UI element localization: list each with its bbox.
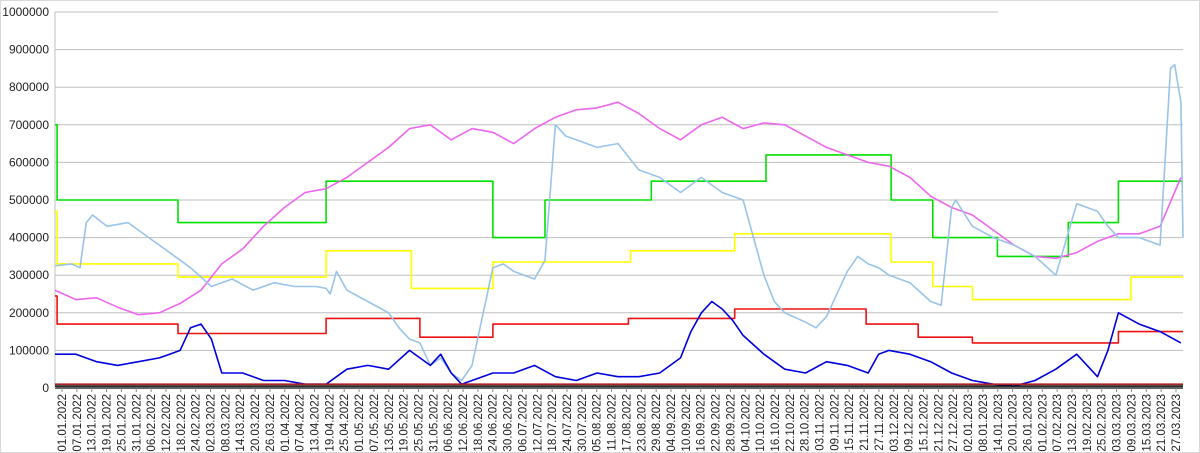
x-tick-label: 07.04.2022 (295, 394, 307, 452)
x-tick-label: 08.03.2022 (220, 394, 232, 452)
x-tick-label: 15.03.2023 (1141, 394, 1153, 452)
x-tick-label: 24.02.2022 (191, 394, 203, 452)
x-tick-label: 15.11.2022 (844, 394, 856, 451)
x-tick-label: 01.05.2022 (354, 394, 366, 452)
x-tick-label: 12.02.2022 (161, 394, 173, 452)
x-tick-label: 10.10.2022 (755, 394, 767, 452)
x-tick-label: 22.10.2022 (785, 394, 797, 452)
x-tick-label: 31.01.2022 (131, 394, 143, 452)
x-tick-label: 24.07.2022 (562, 394, 574, 452)
x-tick-label: 27.12.2022 (948, 394, 960, 452)
x-tick-label: 03.11.2022 (815, 394, 827, 451)
x-tick-label: 16.09.2022 (696, 394, 708, 452)
x-tick-label: 02.01.2023 (963, 394, 975, 452)
x-tick-label: 01.02.2023 (1037, 394, 1049, 452)
x-tick-label: 14.01.2023 (993, 394, 1005, 452)
y-tick-label: 900000 (9, 43, 49, 57)
x-tick-label: 23.08.2022 (636, 394, 648, 452)
series-line-3 (54, 101, 1182, 316)
x-tick-label: 13.04.2022 (310, 394, 322, 452)
x-tick-label: 27.11.2022 (874, 394, 886, 451)
x-tick-label: 25.01.2022 (116, 394, 128, 452)
x-tick-label: 13.02.2023 (1067, 394, 1079, 452)
x-tick-label: 27.03.2023 (1171, 394, 1183, 452)
x-tick-label: 28.10.2022 (800, 394, 812, 452)
x-tick-label: 20.03.2022 (250, 394, 262, 452)
series-line-2 (55, 295, 1183, 344)
x-tick-label: 26.03.2022 (265, 394, 277, 452)
x-tick-label: 04.10.2022 (740, 394, 752, 452)
x-tick-label: 28.09.2022 (725, 394, 737, 452)
y-tick-label: 800000 (9, 80, 49, 94)
x-tick-label: 12.07.2022 (532, 394, 544, 452)
y-tick-label: 300000 (9, 268, 49, 282)
y-tick-label: 1000000 (2, 5, 49, 19)
x-tick-label: 12.06.2022 (458, 394, 470, 452)
x-tick-label: 16.10.2022 (770, 394, 782, 452)
x-tick-label: 31.05.2022 (428, 394, 440, 452)
x-tick-label: 18.02.2022 (176, 394, 188, 452)
x-tick-label: 26.01.2023 (1022, 394, 1034, 452)
x-tick-label: 21.03.2023 (1156, 394, 1168, 452)
y-tick-label: 700000 (9, 118, 49, 132)
x-tick-label: 21.11.2022 (859, 394, 871, 451)
x-tick-label: 25.05.2022 (413, 394, 425, 452)
x-tick-label: 11.08.2022 (607, 394, 619, 451)
x-tick-label: 25.04.2022 (339, 394, 351, 452)
x-tick-label: 04.09.2022 (666, 394, 678, 452)
y-tick-label: 0 (42, 381, 49, 395)
x-tick-label: 19.04.2022 (324, 394, 336, 452)
x-tick-label: 06.07.2022 (517, 394, 529, 452)
x-tick-label: 05.08.2022 (592, 394, 604, 452)
x-tick-label: 01.01.2022 (57, 394, 69, 452)
x-tick-label: 29.08.2022 (651, 394, 663, 452)
y-tick-label: 100000 (9, 343, 49, 357)
x-tick-label: 18.07.2022 (547, 394, 559, 452)
y-tick-label: 400000 (9, 231, 49, 245)
series-line-5 (55, 300, 1182, 387)
y-tick-label: 500000 (9, 193, 49, 207)
x-tick-label: 07.01.2022 (72, 394, 84, 452)
x-tick-label: 08.01.2023 (978, 394, 990, 452)
x-tick-label: 15.12.2022 (918, 394, 930, 452)
x-tick-label: 14.03.2022 (235, 394, 247, 452)
x-tick-label: 09.11.2022 (829, 394, 841, 451)
x-tick-label: 03.03.2023 (1112, 394, 1124, 452)
x-tick-label: 19.01.2022 (102, 394, 114, 452)
x-tick-label: 07.05.2022 (369, 394, 381, 452)
series-line-4 (54, 63, 1184, 382)
x-tick-label: 22.09.2022 (711, 394, 723, 452)
x-tick-label: 06.02.2022 (146, 394, 158, 452)
x-tick-label: 01.04.2022 (280, 394, 292, 452)
x-tick-label: 13.05.2022 (384, 394, 396, 452)
x-tick-label: 17.08.2022 (621, 394, 633, 452)
x-tick-label: 21.12.2022 (933, 394, 945, 452)
x-tick-label: 20.01.2023 (1008, 394, 1020, 452)
x-tick-label: 19.05.2022 (399, 394, 411, 452)
x-tick-label: 09.12.2022 (904, 394, 916, 452)
x-tick-label: 30.06.2022 (503, 394, 515, 452)
x-tick-label: 10.09.2022 (681, 394, 693, 452)
x-tick-label: 02.03.2022 (206, 394, 218, 452)
series-line-1 (55, 210, 1183, 301)
x-tick-label: 06.06.2022 (443, 394, 455, 452)
x-tick-label: 03.12.2022 (889, 394, 901, 452)
x-tick-label: 13.01.2022 (87, 394, 99, 452)
x-tick-label: 09.03.2023 (1126, 394, 1138, 452)
y-tick-label: 600000 (9, 155, 49, 169)
x-tick-label: 18.06.2022 (473, 394, 485, 452)
x-tick-label: 30.07.2022 (577, 394, 589, 452)
x-tick-label: 25.02.2023 (1097, 394, 1109, 452)
x-tick-label: 07.02.2023 (1052, 394, 1064, 452)
y-tick-label: 200000 (9, 306, 49, 320)
x-tick-label: 24.06.2022 (488, 394, 500, 452)
x-tick-label: 19.02.2023 (1082, 394, 1094, 452)
